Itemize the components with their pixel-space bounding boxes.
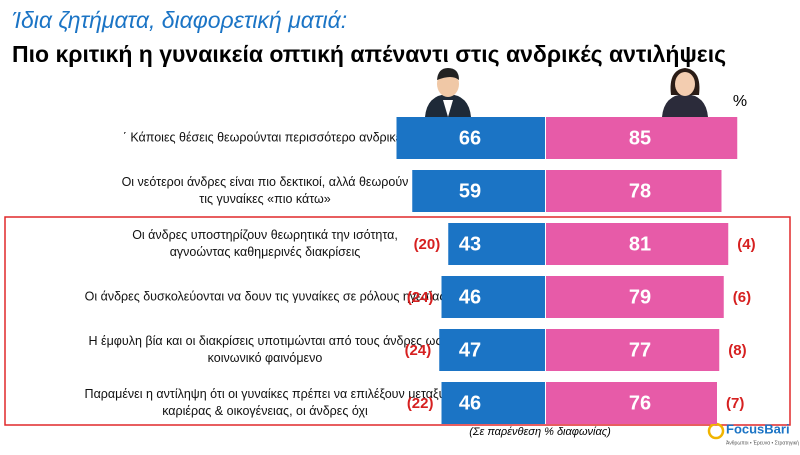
women-bar [546,382,717,424]
category-label: Οι άνδρες δυσκολεύονται να δουν τις γυνα… [85,289,446,303]
value-label: 43 [459,233,481,255]
value-label: 85 [629,127,651,149]
category-label: Οι άνδρες υποστηρίζουν θεωρητικά την ισό… [132,228,398,242]
women-bar [546,223,729,265]
disagree-label: (24) [407,289,434,306]
value-label: 77 [629,339,651,361]
women-bar [546,117,738,159]
category-label: Οι νεότεροι άνδρες είναι πιο δεκτικοί, α… [122,175,409,189]
category-label: Η έμφυλη βία και οι διακρίσεις υποτιμώντ… [89,334,442,348]
women-bar [546,276,724,318]
value-label: 59 [459,180,481,202]
disagree-label: (4) [737,236,755,253]
women-icon [662,68,708,117]
men-bar [441,276,545,318]
disagree-label: (6) [733,289,751,306]
category-label: καριέρας & οικογένειας, οι άνδρες όχι [162,404,368,418]
men-bar [396,117,545,159]
disagree-label: (8) [728,342,746,359]
disagree-label: (22) [407,395,434,412]
value-label: 46 [459,392,481,414]
men-icon [425,68,471,117]
category-label: κοινωνικό φαινόμενο [208,351,323,365]
men-bar [448,223,545,265]
category-label: ΄ Κάποιες θέσεις θεωρούνται περισσότερο … [123,130,408,144]
disagree-label: (7) [726,395,744,412]
men-bar [439,329,545,371]
note: (Σε παρένθεση % διαφωνίας) [469,426,611,438]
value-label: 66 [459,127,481,149]
value-label: 76 [629,392,651,414]
logo-tagline: Άνθρωποι • Έρευνα • Στρατηγική [726,439,799,446]
chart-subtitle: Πιο κριτική η γυναικεία οπτική απέναντι … [12,41,726,67]
men-bar [441,382,545,424]
value-label: 78 [629,180,651,202]
disagree-label: (24) [405,342,432,359]
value-label: 47 [459,339,481,361]
disagree-label: (20) [414,236,441,253]
women-bar [546,170,722,212]
women-bar [546,329,720,371]
category-label: Παραμένει η αντίληψη ότι οι γυναίκες πρέ… [85,387,446,401]
chart-title: Ίδια ζητήματα, διαφορετική ματιά: [12,7,347,33]
unit-label: % [733,93,747,110]
value-label: 46 [459,286,481,308]
category-label: τις γυναίκες «πιο κάτω» [199,192,330,206]
logo-text: FocusBari [726,421,790,436]
men-bar [412,170,545,212]
highlight-box [4,216,791,426]
value-label: 79 [629,286,651,308]
category-label: αγνοώντας καθημερινές διακρίσεις [170,245,361,259]
value-label: 81 [629,233,651,255]
